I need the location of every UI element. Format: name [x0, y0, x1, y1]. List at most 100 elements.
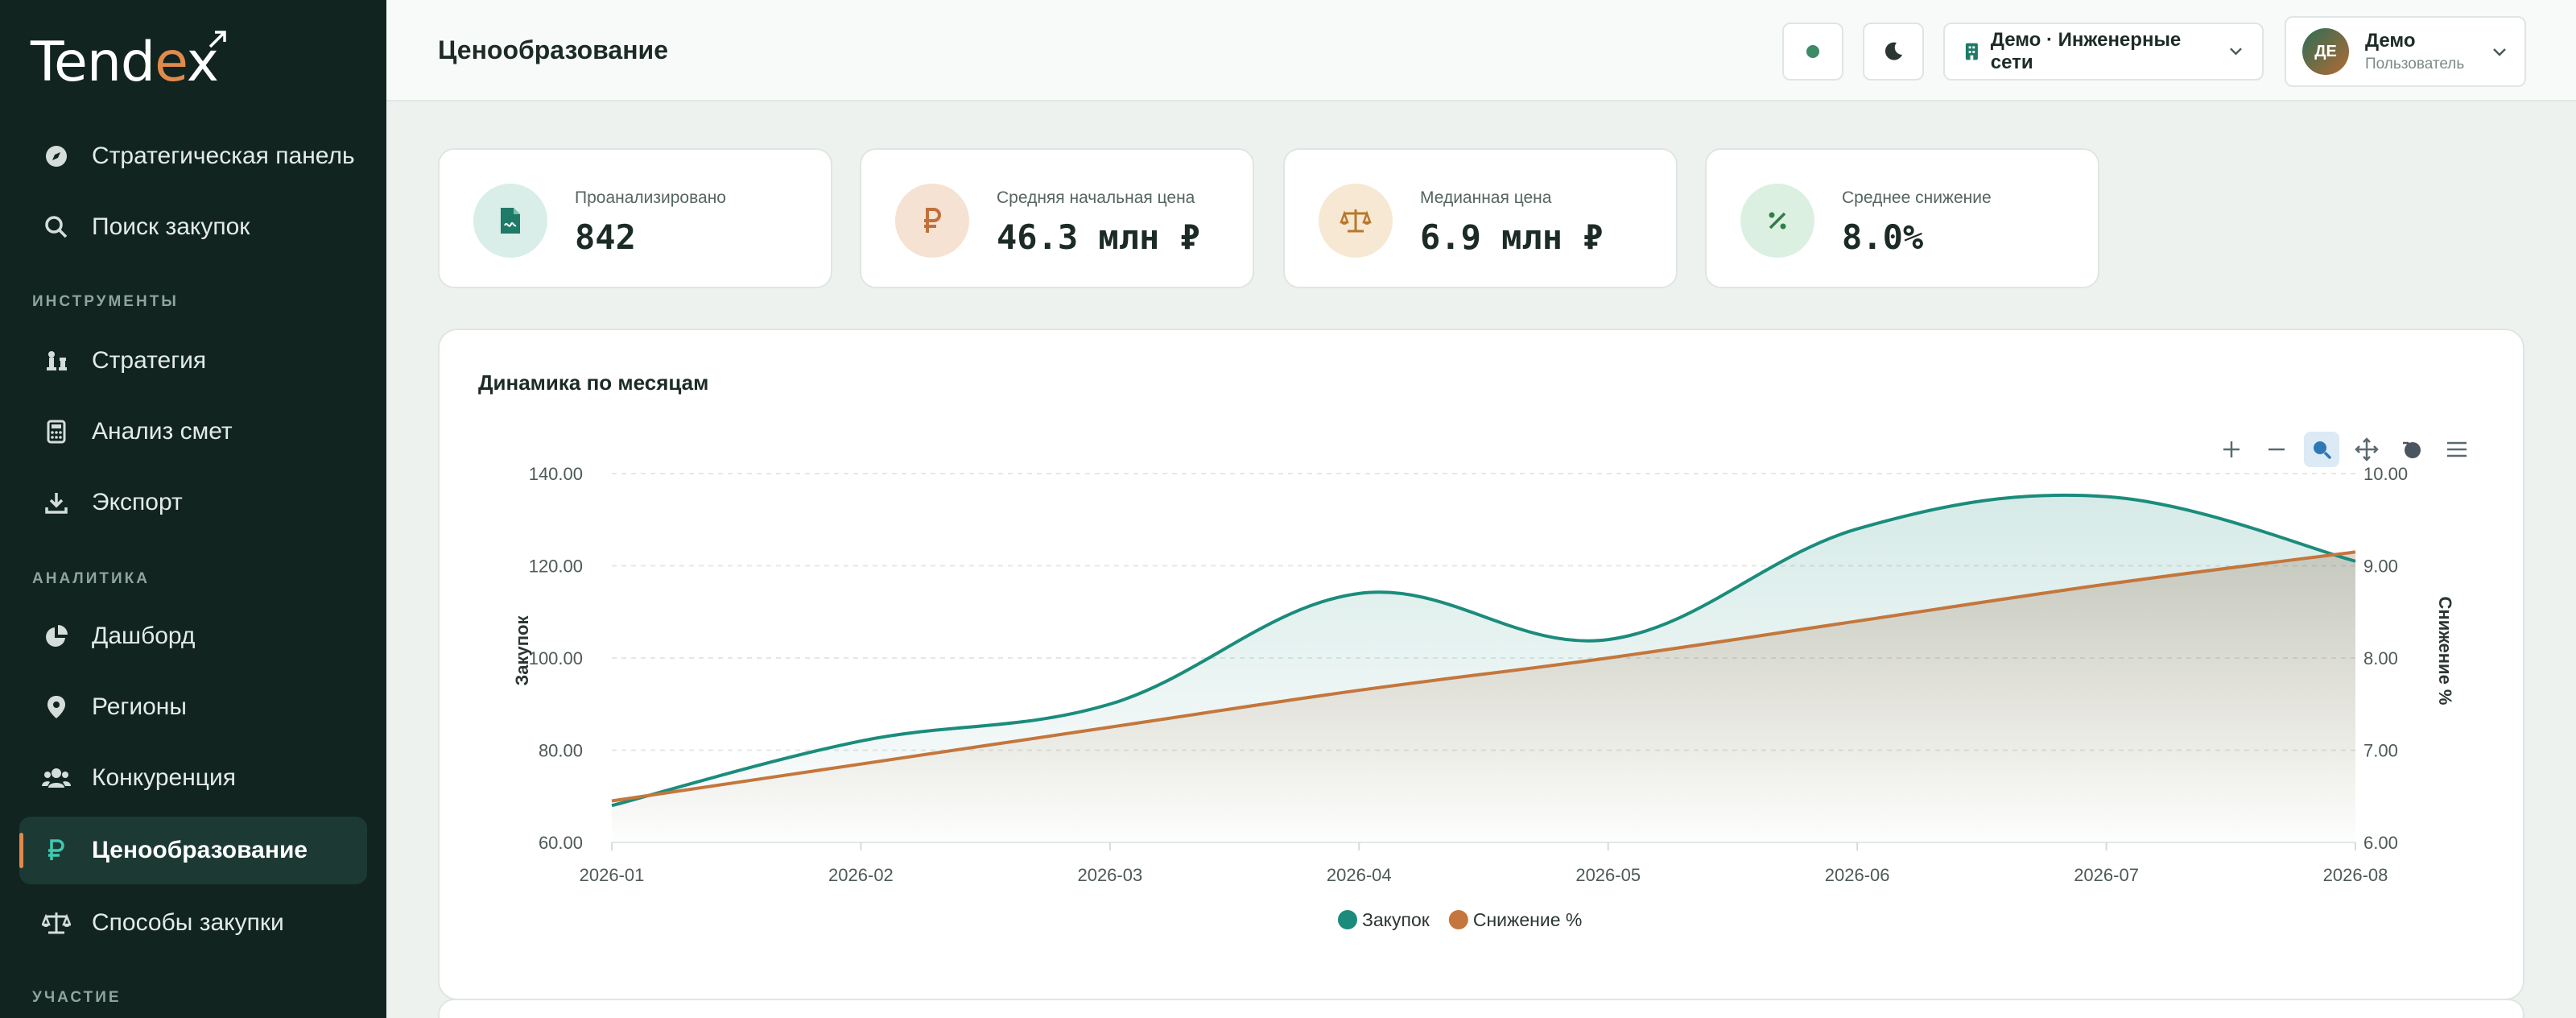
user-role: Пользователь: [2365, 56, 2465, 72]
sidebar-item-label: Анализ смет: [92, 418, 233, 445]
chart-legend: Закупок Снижение %: [1338, 909, 1582, 930]
percent-icon: [1740, 184, 1814, 258]
zoom-select-icon[interactable]: [2304, 432, 2339, 467]
status-button[interactable]: [1782, 23, 1843, 81]
x-tick-label: 2026-01: [580, 865, 645, 885]
stat-label: Среднее снижение: [1842, 188, 1992, 207]
y-tick-label: 80.00: [539, 741, 583, 761]
sidebar-item-strategic-panel[interactable]: Стратегическая панель: [19, 122, 367, 190]
organization-name: Демо · Инженерные сети: [1990, 29, 2182, 73]
chart-card: Динамика по месяцам 60.00 80.00 100.00 120.…: [438, 329, 2524, 1000]
document-icon: [473, 184, 547, 258]
stat-value: 842: [575, 217, 636, 257]
y2-tick-label: 7.00: [2363, 741, 2398, 761]
sidebar-item-pricing[interactable]: Ценообразование: [19, 817, 367, 884]
x-tick-label: 2026-08: [2323, 865, 2388, 885]
stat-value: 6.9 млн ₽: [1420, 217, 1604, 257]
sidebar-item-label: Дашборд: [92, 623, 196, 649]
chart-areas: [612, 495, 2355, 842]
sidebar-item-regions[interactable]: Регионы: [19, 673, 367, 741]
legend-marker: [1338, 910, 1357, 929]
zoom-in-icon[interactable]: [2214, 432, 2249, 467]
section-label-tools: ИНСТРУМЕНТЫ: [32, 293, 179, 310]
y2-tick-label: 10.00: [2363, 464, 2408, 484]
sidebar-item-procurement-methods[interactable]: Способы закупки: [19, 889, 367, 957]
theme-toggle-button[interactable]: [1863, 23, 1924, 81]
ruble-icon: [40, 834, 72, 867]
chart-plot: 60.00 80.00 100.00 120.00 140.00 6.00 7.00 8.0…: [512, 464, 2455, 930]
legend-label: Закупок: [1362, 909, 1430, 930]
sidebar-item-label: Экспорт: [92, 489, 183, 515]
x-axis-ticks: 2026-01 2026-02 2026-03 2026-04 2026-05 2026-…: [580, 842, 2388, 885]
stat-label: Проанализировано: [575, 188, 726, 207]
moon-icon: [1885, 42, 1902, 60]
x-tick-label: 2026-05: [1575, 865, 1641, 885]
y2-axis-ticks: 6.00 7.00 8.00 9.00 10.00: [2363, 464, 2408, 853]
stat-label: Медианная цена: [1420, 188, 1552, 207]
stat-card-median-price: Медианная цена 6.9 млн ₽: [1283, 148, 1678, 288]
x-tick-label: 2026-06: [1825, 865, 1890, 885]
section-label-participation: УЧАСТИЕ: [32, 989, 122, 1006]
chess-icon: [40, 345, 72, 377]
series-line: [611, 550, 2356, 803]
sidebar-item-label: Стратегическая панель: [92, 143, 355, 169]
avatar: ДЕ: [2302, 28, 2349, 75]
y2-tick-label: 8.00: [2363, 648, 2398, 668]
page-title: Ценообразование: [438, 35, 668, 64]
sidebar-item-label: Поиск закупок: [92, 213, 250, 240]
stat-card-analyzed: Проанализировано 842: [438, 148, 832, 288]
sidebar-item-strategy[interactable]: Стратегия: [19, 327, 367, 395]
next-card: [438, 999, 2524, 1018]
sidebar-item-search[interactable]: Поиск закупок: [19, 193, 367, 261]
calculator-icon: [40, 416, 72, 448]
top-header: Ценообразование Демо · Инженерные сети Д…: [386, 0, 2576, 101]
y2-axis-label: Снижение %: [2435, 597, 2455, 706]
user-name: Демо: [2365, 30, 2416, 52]
sidebar-item-label: Стратегия: [92, 347, 207, 374]
map-pin-icon: [40, 691, 72, 723]
series-area: [612, 552, 2355, 842]
stat-value: 8.0%: [1842, 217, 1924, 257]
y-tick-label: 120.00: [529, 557, 583, 577]
legend-label: Снижение %: [1473, 909, 1583, 930]
sidebar-item-label: Регионы: [92, 693, 187, 720]
sidebar-item-label: Способы закупки: [92, 909, 284, 936]
organization-select[interactable]: Демо · Инженерные сети: [1943, 23, 2264, 81]
sidebar: Tendex Стратегическая панель Поиск закуп…: [0, 0, 386, 1018]
scales-icon: [1319, 184, 1393, 258]
x-tick-label: 2026-02: [828, 865, 894, 885]
chart-title: Динамика по месяцам: [478, 370, 709, 395]
user-info: Демо Пользователь: [2365, 30, 2464, 73]
sidebar-item-dashboard[interactable]: Дашборд: [19, 602, 367, 670]
sidebar-item-competition[interactable]: Конкуренция: [19, 744, 367, 812]
y-axis-ticks: 60.00 80.00 100.00 120.00 140.00: [529, 464, 583, 853]
download-icon: [40, 486, 72, 519]
stat-card-avg-reduction: Среднее снижение 8.0%: [1705, 148, 2099, 288]
user-menu[interactable]: ДЕ Демо Пользователь: [2285, 16, 2526, 87]
status-dot-icon: [1806, 45, 1819, 58]
chevron-down-icon: [2230, 48, 2242, 56]
building-icon: [1965, 43, 1978, 60]
y-tick-label: 60.00: [539, 833, 583, 853]
menu-icon[interactable]: [2439, 432, 2475, 467]
logo[interactable]: Tendex: [31, 31, 226, 94]
pan-icon[interactable]: [2349, 432, 2384, 467]
x-tick-label: 2026-03: [1077, 865, 1142, 885]
y-axis-label: Закупок: [512, 615, 532, 686]
y2-tick-label: 9.00: [2363, 557, 2398, 577]
sidebar-item-estimates[interactable]: Анализ смет: [19, 398, 367, 466]
zoom-out-icon[interactable]: [2259, 432, 2294, 467]
search-icon: [40, 211, 72, 243]
chart-lines: [611, 493, 2356, 808]
section-label-analytics: АНАЛИТИКА: [32, 570, 150, 587]
scales-icon: [40, 907, 72, 939]
users-icon: [40, 762, 72, 794]
reset-icon[interactable]: [2394, 432, 2429, 467]
series-line: [611, 493, 2356, 808]
y-tick-label: 140.00: [529, 464, 583, 484]
y-tick-label: 100.00: [529, 648, 583, 668]
sidebar-item-label: Конкуренция: [92, 764, 236, 791]
x-tick-label: 2026-07: [2074, 865, 2139, 885]
y2-tick-label: 6.00: [2363, 833, 2398, 853]
sidebar-item-export[interactable]: Экспорт: [19, 469, 367, 536]
